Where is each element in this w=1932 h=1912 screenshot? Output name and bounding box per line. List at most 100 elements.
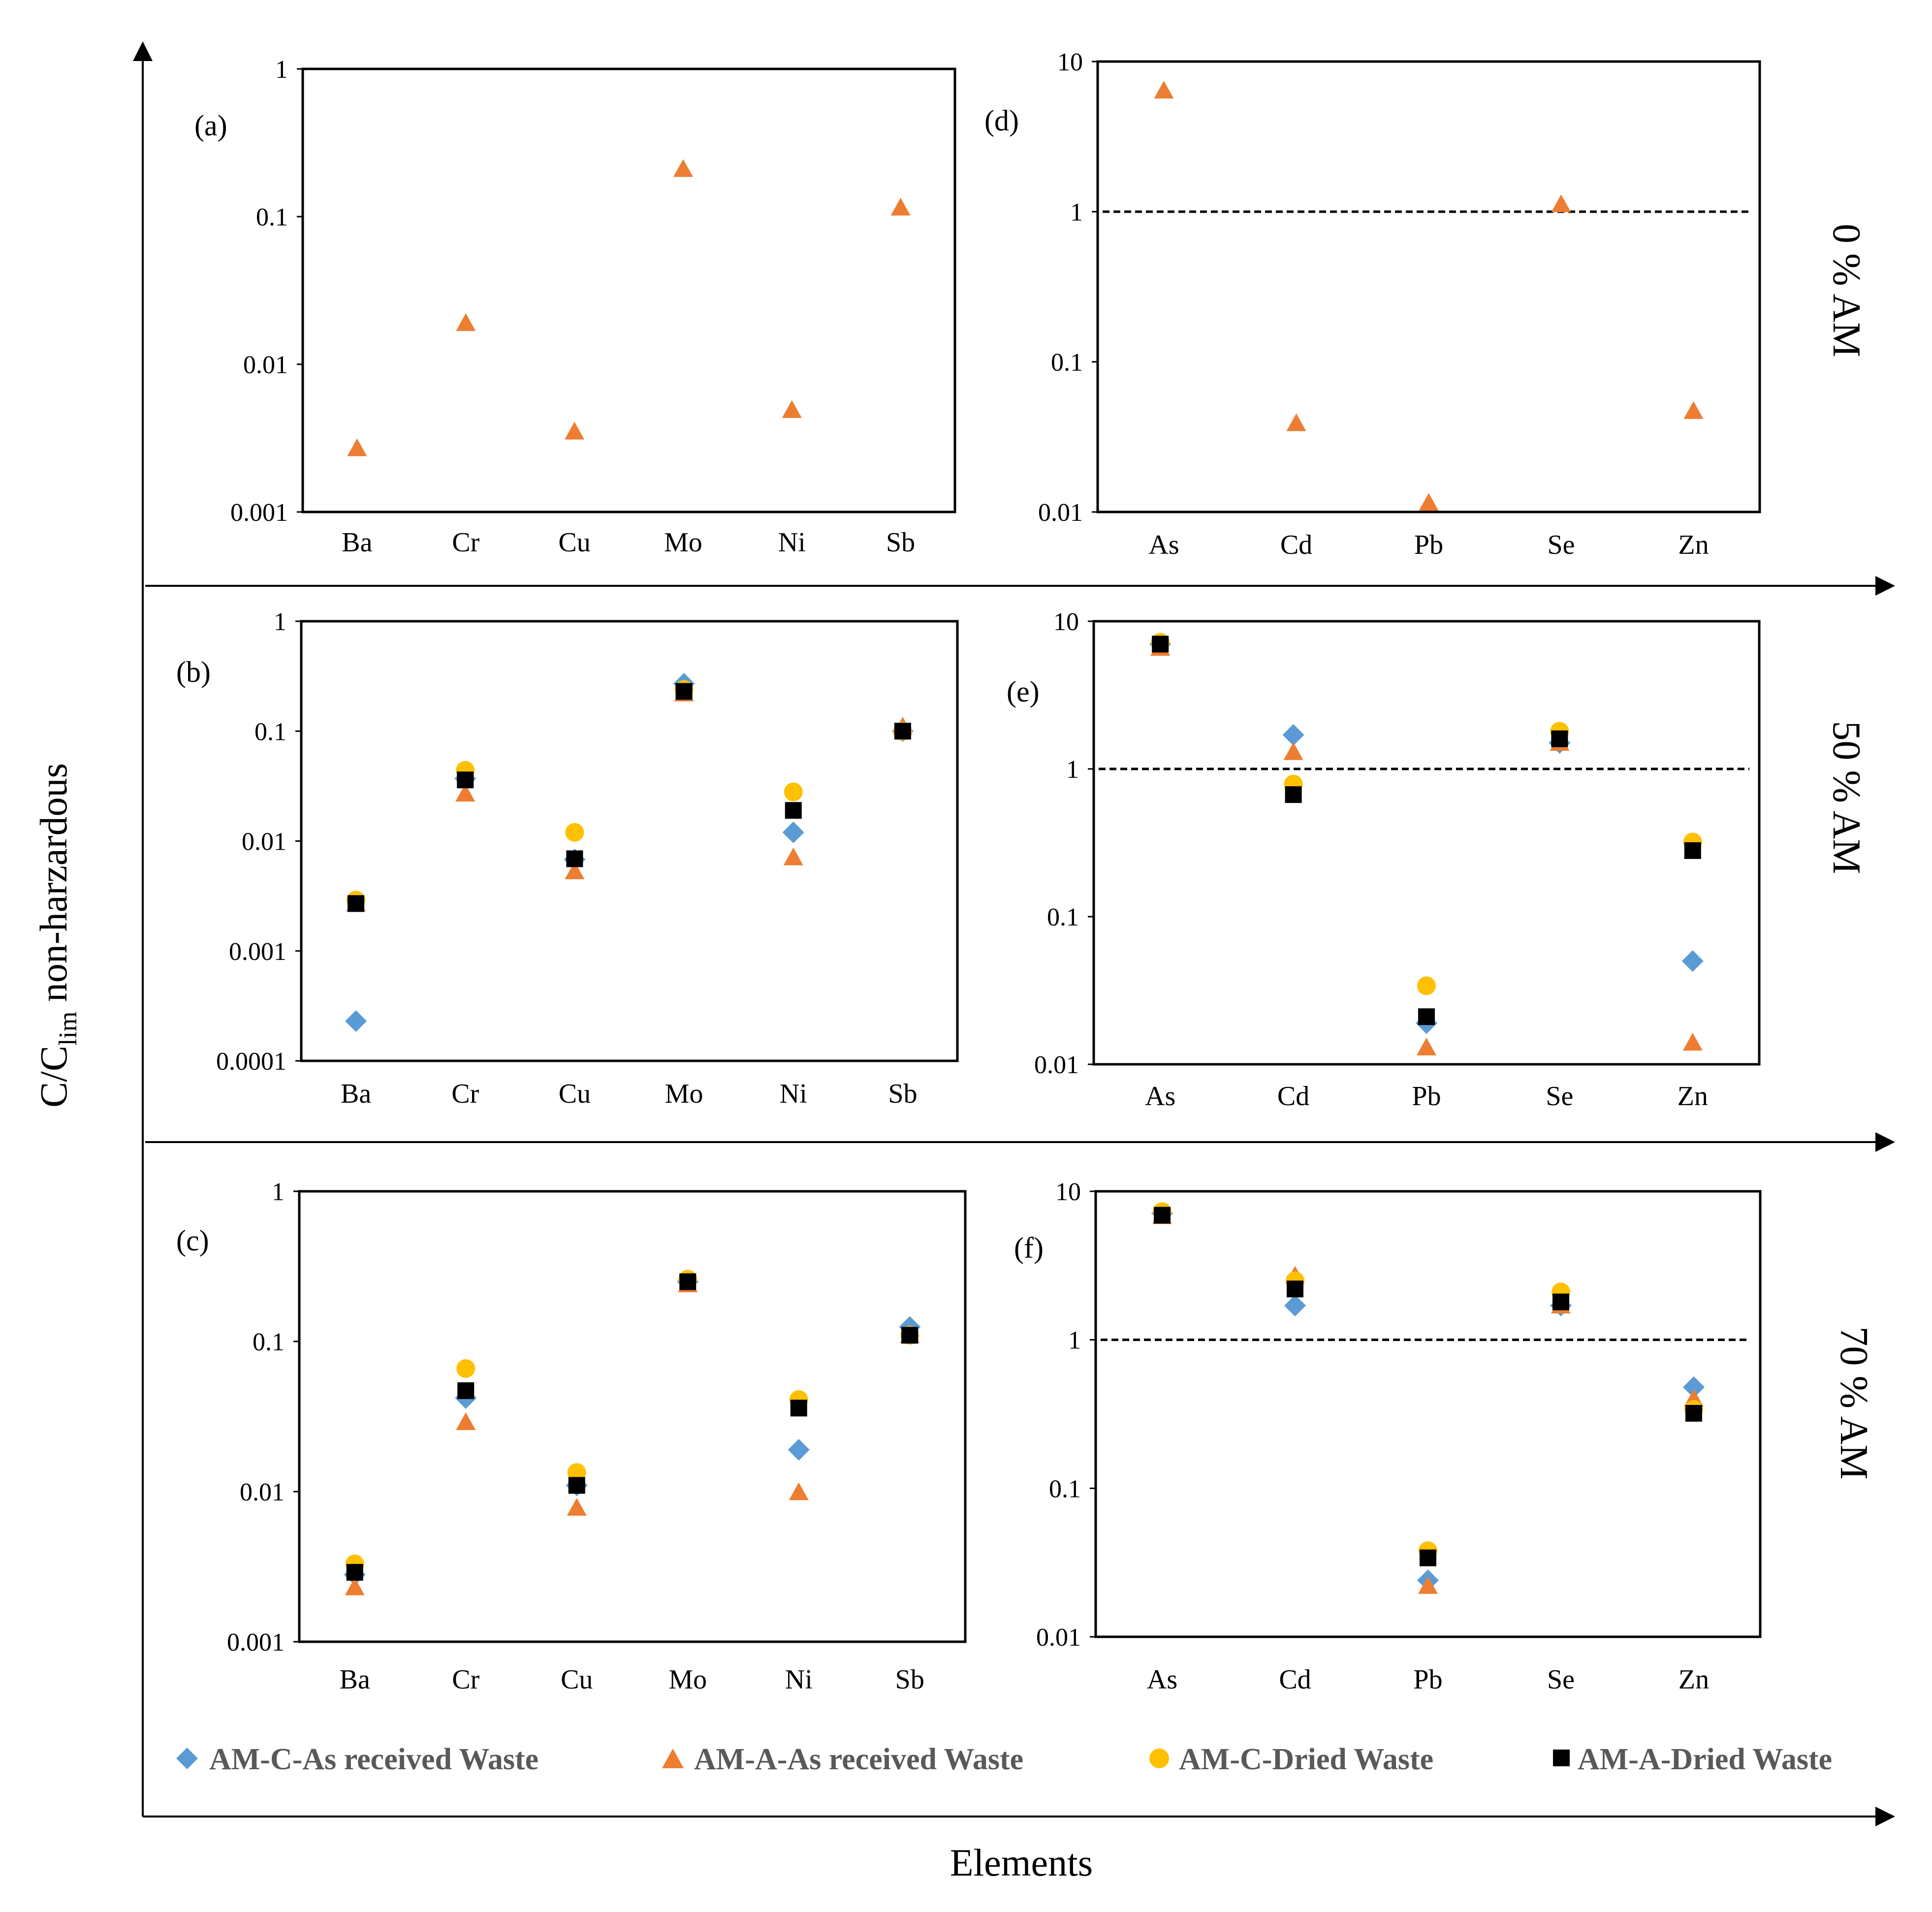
data-point-am-c-as-received-waste-ba: [345, 1010, 367, 1032]
panel-label: (b): [176, 656, 211, 688]
y-tick-label: 0.01: [1036, 1624, 1081, 1652]
data-point-am-a-dried-waste-se: [1552, 1294, 1569, 1310]
outer-axes: [133, 41, 1895, 1826]
panel-label: (f): [1014, 1232, 1044, 1264]
data-point-am-c-dried-waste-cr: [456, 1359, 475, 1378]
row-label-50: 50 % AM: [1825, 721, 1868, 874]
category-label-pb: Pb: [1414, 530, 1443, 560]
category-label-sb: Sb: [886, 527, 915, 558]
legend-marker-circle: [1149, 1749, 1169, 1768]
y-tick-label: 10: [1055, 1178, 1081, 1206]
category-label-se: Se: [1548, 530, 1575, 560]
data-point-am-a-dried-waste-cr: [457, 771, 474, 788]
category-label-cd: Cd: [1277, 1081, 1309, 1112]
category-label-ba: Ba: [341, 1079, 371, 1109]
data-point-am-a-dried-waste-mo: [676, 683, 693, 700]
data-point-am-a-as-received-waste-zn: [1684, 401, 1704, 419]
y-tick-label: 0.01: [242, 828, 286, 856]
y-tick-label: 0.1: [253, 1328, 285, 1356]
y-axis-arrowhead: [133, 41, 153, 61]
data-point-am-a-as-received-waste-cr: [456, 1412, 475, 1430]
category-label-pb: Pb: [1412, 1081, 1441, 1112]
data-point-am-a-as-received-waste-cr: [456, 313, 475, 331]
category-label-as: As: [1145, 1081, 1175, 1112]
category-label-ba: Ba: [340, 1664, 370, 1695]
y-tick-label: 0.1: [254, 718, 286, 746]
figure: C/Clim non-harzardous Elements 0 % AM 50…: [0, 0, 1932, 1912]
data-point-am-a-dried-waste-ba: [348, 895, 364, 912]
legend-item-am-a-dried[interactable]: AM-A-Dried Waste: [1553, 1743, 1832, 1776]
row-label-0: 0 % AM: [1825, 223, 1868, 357]
data-point-am-a-dried-waste-cr: [457, 1382, 474, 1399]
data-point-am-a-as-received-waste-sb: [891, 198, 911, 216]
category-label-ni: Ni: [778, 527, 806, 558]
category-label-mo: Mo: [665, 1079, 703, 1109]
panel-label: (c): [176, 1224, 209, 1257]
category-label-cr: Cr: [452, 527, 479, 558]
data-point-am-a-as-received-waste-pb: [1419, 493, 1439, 510]
data-point-am-a-dried-waste-ni: [791, 1400, 807, 1416]
category-label-sb: Sb: [895, 1664, 924, 1695]
legend-item-am-a-as-received[interactable]: AM-A-As received Waste: [662, 1743, 1023, 1776]
y-tick-label: 1: [272, 1178, 285, 1206]
data-point-am-a-as-received-waste-ba: [347, 439, 367, 456]
row-divider-1-arrowhead: [1875, 576, 1895, 596]
data-point-am-a-dried-waste-mo: [679, 1274, 696, 1290]
y-tick-label: 0.1: [1049, 1475, 1081, 1503]
y-tick-label: 1: [1066, 756, 1079, 784]
legend-item-am-c-dried[interactable]: AM-C-Dried Waste: [1149, 1743, 1433, 1776]
data-point-am-a-dried-waste-cd: [1287, 1280, 1303, 1297]
data-point-am-a-as-received-waste-cu: [567, 1498, 587, 1516]
y-tick-label: 0.001: [227, 1628, 285, 1657]
data-point-am-a-dried-waste-zn: [1684, 842, 1701, 859]
y-tick-label: 0.001: [229, 938, 286, 966]
category-label-sb: Sb: [888, 1079, 917, 1109]
panel-f: 0.01 0.1 1 10 As Cd Pb Se Zn (f): [1014, 1178, 1760, 1695]
data-point-am-a-dried-waste-sb: [901, 1327, 918, 1343]
data-point-am-c-as-received-waste-cd: [1284, 1295, 1306, 1316]
panel-label: (e): [1007, 675, 1040, 708]
x-axis-title: Elements: [950, 1841, 1093, 1884]
data-point-am-a-dried-waste-as: [1152, 636, 1169, 652]
data-point-am-c-as-received-waste-zn: [1682, 950, 1704, 972]
legend-label: AM-C-Dried Waste: [1179, 1743, 1433, 1776]
data-point-am-a-as-received-waste-ni: [789, 1482, 809, 1500]
legend-marker-triangle: [662, 1749, 684, 1768]
category-label-zn: Zn: [1678, 530, 1709, 560]
y-tick-label: 0.1: [256, 203, 288, 231]
category-label-ni: Ni: [785, 1664, 813, 1695]
data-point-am-a-dried-waste-cu: [569, 1477, 585, 1494]
data-point-am-a-dried-waste-sb: [894, 723, 911, 739]
panel-e: 0.010.1110As Cd Pb Se Zn(e): [1007, 608, 1759, 1112]
data-point-am-a-as-received-waste-mo: [673, 159, 693, 177]
row-divider-2-arrowhead: [1875, 1132, 1895, 1152]
data-point-am-a-dried-waste-se: [1551, 731, 1568, 747]
y-tick-label: 0.0001: [216, 1048, 286, 1076]
panel-c: 0.001 0.01 0.1 1 Ba Cr Cu Mo Ni Sb (c): [176, 1178, 965, 1695]
legend-item-am-c-as-received[interactable]: AM-C-As received Waste: [176, 1743, 538, 1776]
y-tick-label: 0.01: [240, 1478, 285, 1506]
data-point-am-c-as-received-waste-ni: [788, 1439, 810, 1461]
category-label-as: As: [1147, 1664, 1177, 1695]
y-tick-label: 10: [1057, 48, 1083, 76]
category-label-mo: Mo: [664, 527, 702, 558]
y-tick-label: 0.01: [243, 351, 288, 379]
y-tick-label: 1: [274, 608, 286, 636]
data-point-am-a-dried-waste-zn: [1685, 1405, 1702, 1422]
y-tick-label: 1: [1070, 198, 1083, 226]
panel-label: (a): [194, 109, 227, 142]
data-point-am-a-as-received-waste-zn: [1683, 1033, 1703, 1051]
data-point-am-a-dried-waste-as: [1154, 1207, 1171, 1224]
legend-label: AM-A-Dried Waste: [1578, 1743, 1832, 1776]
data-point-am-a-dried-waste-ba: [347, 1564, 363, 1581]
category-label-mo: Mo: [668, 1664, 707, 1695]
category-label-ba: Ba: [342, 527, 372, 558]
category-label-cr: Cr: [452, 1664, 479, 1695]
data-point-am-a-as-received-waste-cu: [565, 422, 584, 440]
plot-frame: [303, 69, 955, 512]
category-label-cd: Cd: [1279, 1664, 1311, 1695]
data-point-am-a-dried-waste-ni: [785, 802, 802, 819]
data-point-am-a-as-received-waste-cd: [1284, 742, 1303, 760]
x-axis-arrowhead: [1875, 1807, 1895, 1826]
panel-d: 0.01 0.1 1 10 As Cd Pb Se Zn (d): [984, 48, 1760, 560]
